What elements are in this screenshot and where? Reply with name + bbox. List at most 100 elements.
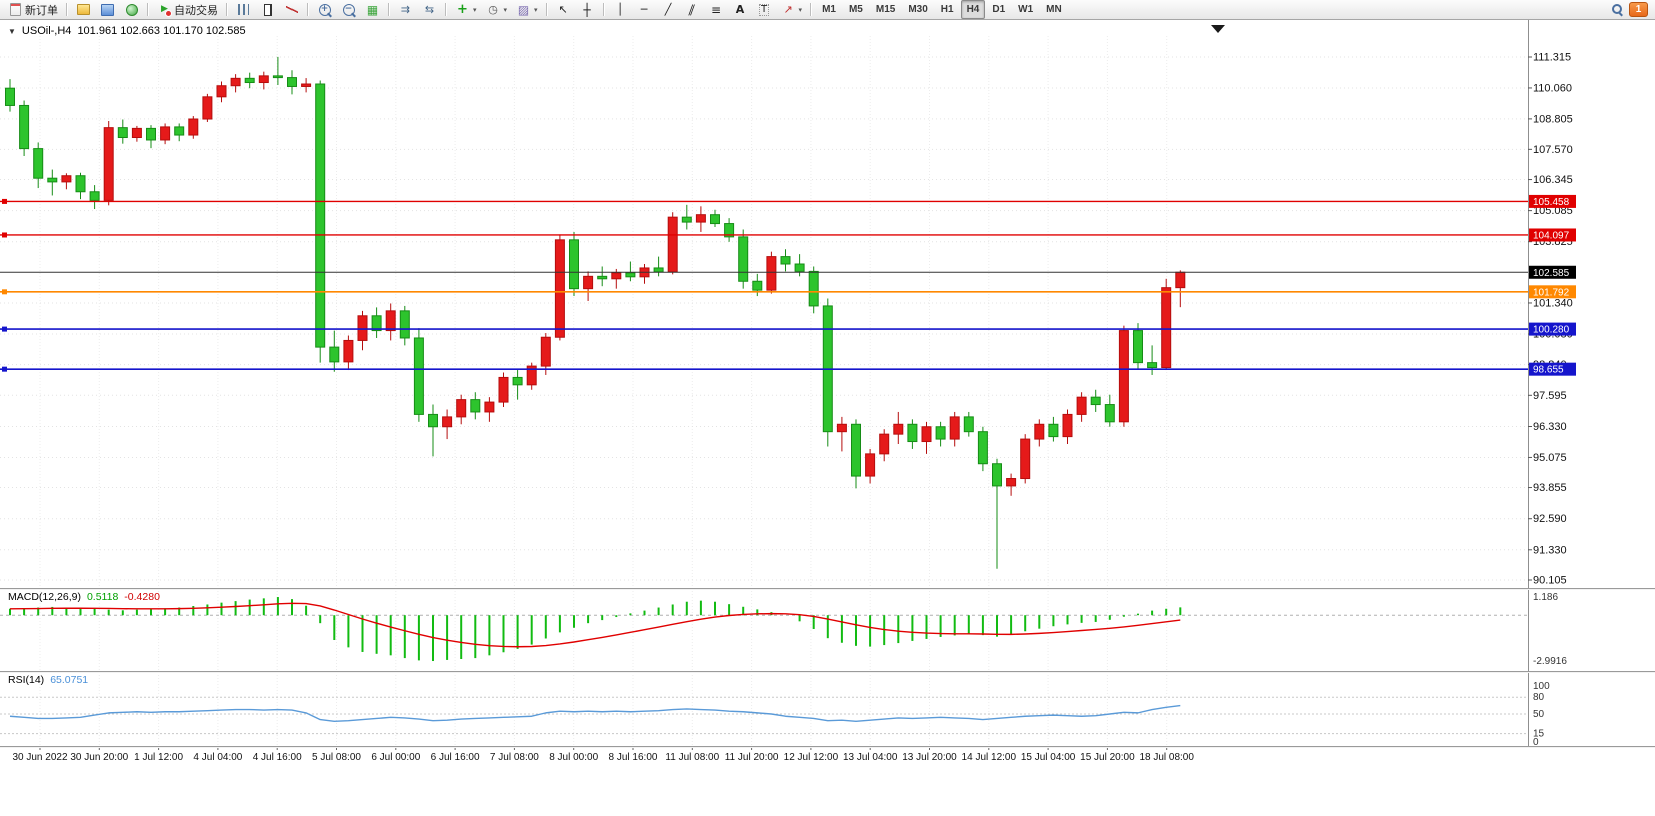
autotrading-button[interactable]: 自动交易 (153, 0, 222, 19)
svg-text:102.585: 102.585 (1533, 268, 1570, 279)
rsi-layer (9, 704, 1181, 722)
crosshair-icon (580, 3, 595, 17)
text-icon (733, 3, 748, 17)
time-axis[interactable] (0, 748, 1655, 768)
label-button[interactable] (753, 0, 776, 19)
cursor-button[interactable] (552, 0, 575, 19)
market-watch-button[interactable] (120, 0, 143, 19)
new-order-icon (8, 3, 23, 17)
dropdown-arrow-icon: ▾ (534, 6, 538, 14)
timeframe-d1-button[interactable]: D1 (992, 4, 1006, 15)
chart-symbol-title: USOil-,H4 101.961 102.663 101.170 102.58… (8, 25, 246, 37)
timeframe-mn-button[interactable]: MN (1046, 4, 1062, 15)
svg-text:96.330: 96.330 (1533, 421, 1567, 433)
timeframe-h4-button[interactable]: H4 (960, 0, 986, 19)
svg-text:11 Jul 08:00: 11 Jul 08:00 (665, 752, 719, 763)
zoom-in-button[interactable] (313, 0, 336, 19)
svg-text:18 Jul 08:00: 18 Jul 08:00 (1139, 752, 1194, 763)
candlestick-icon (260, 3, 275, 17)
svg-text:80: 80 (1533, 692, 1545, 703)
timeframe-h1-button[interactable]: H1 (940, 4, 954, 15)
svg-text:101.340: 101.340 (1533, 297, 1573, 309)
svg-text:13 Jul 04:00: 13 Jul 04:00 (843, 752, 898, 763)
chart-shift-button[interactable] (418, 0, 441, 19)
timeframe-m15-button[interactable]: M15 (875, 4, 896, 15)
svg-text:105.458: 105.458 (1533, 197, 1570, 208)
vertical-line-button[interactable] (609, 0, 632, 19)
svg-text:30 Jun 2022: 30 Jun 2022 (12, 752, 67, 763)
search-icon[interactable] (1611, 3, 1624, 16)
svg-text:4 Jul 16:00: 4 Jul 16:00 (253, 752, 302, 763)
toolbar-separator (147, 3, 149, 16)
dropdown-arrow-icon: ▾ (473, 6, 477, 14)
green-market-icon (124, 3, 139, 17)
plus-icon (455, 3, 470, 17)
templates-button[interactable]: ▾ (512, 0, 542, 19)
dropdown-arrow-icon: ▾ (503, 6, 508, 14)
timeframe-w1-button[interactable]: W1 (1018, 4, 1034, 15)
price-label-boxes: 105.458 104.097 101.792 100.280 98.655 102.58… (1529, 194, 1576, 376)
timeframe-m5-button[interactable]: M5 (848, 4, 863, 15)
one-click-trading-icon[interactable] (8, 25, 16, 37)
svg-text:95.075: 95.075 (1533, 452, 1567, 464)
svg-text:15: 15 (1533, 729, 1545, 740)
tile-windows-button[interactable] (361, 0, 384, 19)
zoom-out-button[interactable] (337, 0, 360, 19)
svg-text:8 Jul 16:00: 8 Jul 16:00 (609, 752, 658, 763)
svg-text:104.097: 104.097 (1533, 230, 1570, 241)
yellow-chart-icon (76, 3, 91, 17)
rsi-name: RSI(14) (8, 674, 45, 686)
new-order-button[interactable]: 新订单 (4, 0, 62, 19)
macd-signal-value: -0.4280 (124, 591, 160, 603)
time-axis-separator (0, 746, 1655, 748)
svg-text:7 Jul 08:00: 7 Jul 08:00 (490, 752, 539, 763)
panel-separator-rsi[interactable] (0, 671, 1655, 673)
toolbar-separator (226, 3, 228, 16)
toolbar-separator (445, 3, 447, 16)
channel-button[interactable] (681, 0, 704, 19)
horizontal-line-button[interactable] (633, 0, 656, 19)
svg-text:97.595: 97.595 (1533, 390, 1567, 402)
crosshair-button[interactable] (576, 0, 599, 19)
clock-icon (486, 3, 501, 17)
candlestick-button[interactable] (256, 0, 279, 19)
line-objects-layer (0, 198, 1528, 372)
svg-text:90.105: 90.105 (1533, 574, 1567, 586)
trendline-icon (661, 3, 676, 17)
text-button[interactable] (729, 0, 752, 19)
indicators-window-button[interactable] (72, 0, 95, 19)
periods-button[interactable]: ▾ (482, 0, 512, 19)
add-indicator-button[interactable]: ▾ (451, 0, 481, 19)
zoom-in-icon (317, 3, 332, 17)
timeframe-m1-button[interactable]: M1 (822, 4, 836, 15)
timeframe-m30-button[interactable]: M30 (908, 4, 928, 15)
svg-text:0: 0 (1533, 737, 1539, 748)
bar-chart-button[interactable] (232, 0, 255, 19)
fibonacci-icon (709, 3, 724, 17)
profiles-button[interactable] (96, 0, 119, 19)
svg-text:101.792: 101.792 (1533, 287, 1570, 298)
notifications-badge[interactable]: 1 (1629, 2, 1648, 17)
auto-scroll-button[interactable] (394, 0, 417, 19)
blue-profiles-icon (100, 3, 115, 17)
price-scale[interactable] (1529, 20, 1655, 746)
toolbar-separator (66, 3, 68, 16)
svg-text:92.590: 92.590 (1533, 513, 1567, 525)
channel-icon (685, 3, 700, 17)
toolbar-separator (545, 3, 548, 16)
arrows-button[interactable]: ▾ (777, 0, 807, 19)
panel-separator-macd[interactable] (0, 588, 1655, 590)
svg-text:6 Jul 00:00: 6 Jul 00:00 (371, 752, 420, 763)
svg-text:100: 100 (1533, 681, 1550, 692)
toolbar-right-group: 1 (1611, 2, 1651, 17)
svg-text:13 Jul 20:00: 13 Jul 20:00 (902, 752, 957, 763)
toolbar-separator (388, 3, 390, 16)
trendline-button[interactable] (657, 0, 680, 19)
rsi-indicator-label: RSI(14) 65.0751 (8, 674, 88, 686)
line-chart-button[interactable] (280, 0, 303, 19)
bar-shift-marker (1211, 25, 1225, 33)
chart-canvas[interactable]: 111.315 110.060 108.805 107.570 106.345 105.0… (0, 20, 1655, 816)
fibonacci-button[interactable] (705, 0, 728, 19)
chart-window[interactable]: 111.315 110.060 108.805 107.570 106.345 105.0… (0, 20, 1655, 816)
